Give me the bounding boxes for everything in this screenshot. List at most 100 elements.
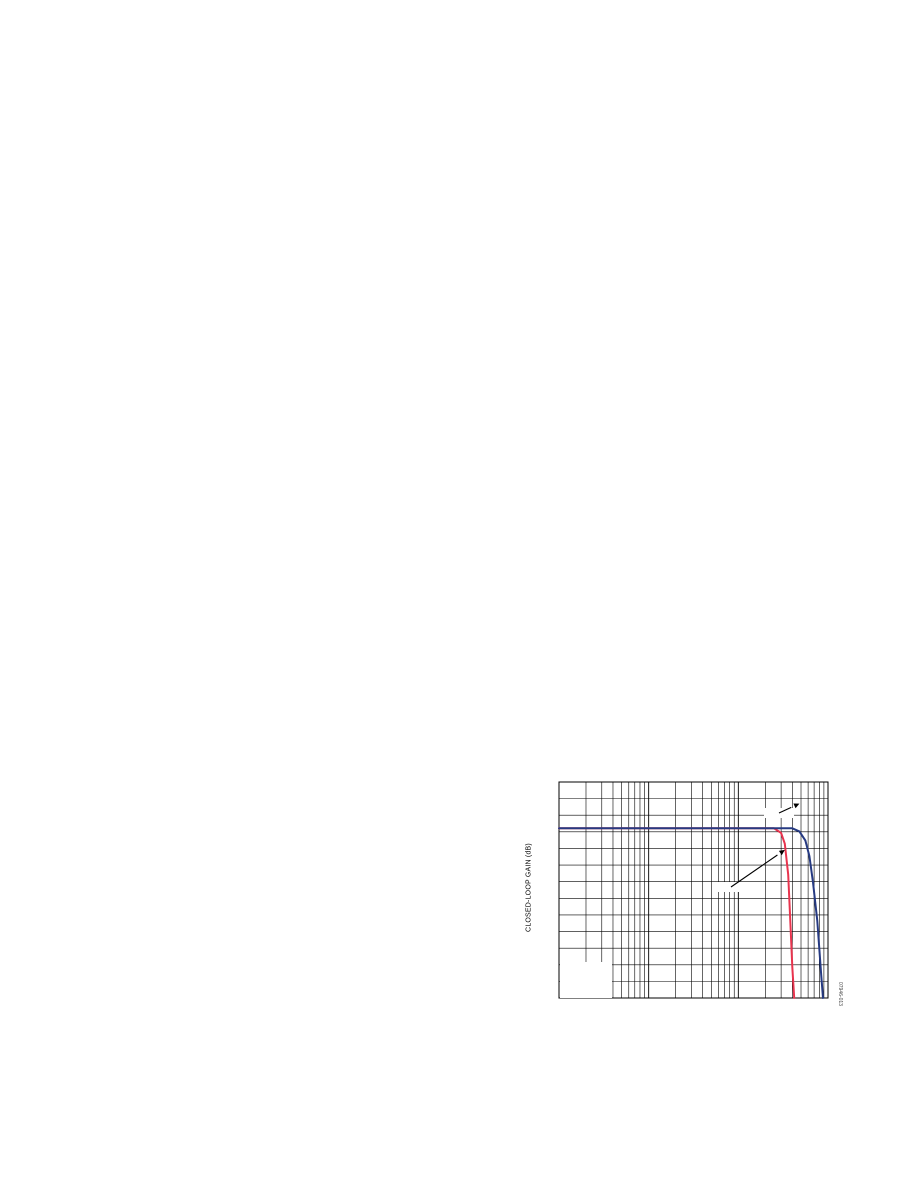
- figure-id-6: 07946-013: [837, 982, 843, 1006]
- series-line-green: [558, 201, 797, 404]
- annotation-box: [246, 333, 276, 343]
- series-line-green: [139, 201, 378, 404]
- annotation-box: [360, 833, 388, 845]
- leader-arrowhead: [310, 261, 317, 267]
- grid: [139, 781, 409, 999]
- y-axis-label-2: NORMALIZED CLOSED-LOOP GAIN (dB): [525, 224, 533, 363]
- leader-arrowhead: [384, 842, 391, 847]
- series-line-red: [558, 201, 774, 404]
- legend-box: [560, 962, 612, 998]
- series-line-lightblue: [139, 201, 380, 404]
- legend-box: [560, 368, 627, 403]
- annotation-box: [770, 246, 802, 258]
- annotation-box: [772, 489, 796, 501]
- annotation-box: [340, 928, 368, 938]
- leader-arrowhead: [798, 547, 805, 553]
- figure-id-4: 07946-012: [837, 688, 843, 712]
- series-line-red: [139, 825, 401, 999]
- leader-line: [686, 291, 741, 336]
- legend-box: [560, 657, 635, 700]
- grid: [558, 781, 829, 999]
- series-line-darkblue: [139, 530, 400, 701]
- leader-arrowhead: [778, 849, 785, 856]
- leader-line: [353, 929, 380, 934]
- leader-arrowhead: [385, 546, 391, 552]
- y-axis-label-6: CLOSED-LOOP GAIN (dB): [525, 843, 533, 932]
- leader-line: [251, 266, 311, 319]
- y-axis-label-1: NORMALIZED CLOSED-LOOP GAIN (dB): [107, 224, 115, 363]
- leader-line: [260, 290, 321, 339]
- annotation-box: [672, 330, 702, 340]
- leader-line: [711, 550, 796, 565]
- annotation-box: [756, 216, 782, 228]
- series-line-darkblue: [558, 201, 817, 404]
- leader-arrowhead: [370, 213, 377, 218]
- annotation-box: [712, 882, 750, 892]
- plot-frame: [558, 781, 829, 999]
- leader-line: [363, 216, 369, 220]
- series-line-red: [558, 827, 796, 999]
- annotation-box: [236, 313, 268, 323]
- series-line-green: [558, 511, 819, 701]
- annotation-box: [378, 568, 398, 580]
- plot-frame: [558, 186, 829, 404]
- figure-id-2: 07946-011: [837, 388, 843, 412]
- leader-line: [373, 838, 383, 844]
- leader-arrowhead: [382, 954, 389, 960]
- grid: [558, 484, 829, 701]
- leader-line: [361, 954, 380, 958]
- leader-arrowhead: [793, 803, 800, 809]
- annotation-box: [348, 950, 376, 960]
- grid: [139, 484, 409, 701]
- y-axis-label-5: CLOSED-LOOP GAIN (dB): [107, 843, 115, 932]
- annotation-box: [352, 213, 376, 225]
- leader-arrowhead: [741, 285, 748, 292]
- leader-line: [684, 266, 731, 312]
- leader-line: [768, 208, 797, 223]
- series-line-darkblue: [139, 201, 398, 404]
- leader-arrowhead: [730, 261, 737, 267]
- grid: [139, 186, 409, 404]
- y-axis-label-3: CLOSED-LOOP GAIN (dB): [107, 547, 115, 636]
- leader-line: [365, 627, 379, 652]
- leader-line: [369, 254, 372, 257]
- figure-id-5: 07946-010: [418, 982, 424, 1006]
- series-line-green: [139, 824, 401, 999]
- annotation-box: [764, 808, 794, 818]
- plot-frame: [139, 186, 409, 404]
- y-axis-label-4: CLOSED-LOOP GAIN (dB): [525, 547, 533, 636]
- legend-box: [141, 950, 216, 998]
- figure-id-3: 07946-009: [418, 688, 424, 712]
- figure-id-1: 07946-008: [418, 388, 424, 412]
- series-line-darkblue: [558, 827, 824, 999]
- legend-box: [141, 370, 216, 403]
- leader-arrowhead: [798, 205, 805, 211]
- plot-frame: [558, 484, 829, 701]
- leader-arrowhead: [377, 620, 383, 627]
- plot-frame: [139, 484, 409, 701]
- annotation-box: [352, 646, 380, 656]
- legend-box: [141, 665, 216, 700]
- plot-frame: [139, 781, 409, 999]
- series-line-darkblue: [558, 496, 816, 701]
- page-header-box: [72, 54, 873, 103]
- leader-arrowhead: [321, 285, 328, 292]
- annotation-box: [680, 558, 744, 570]
- leader-arrowhead: [802, 496, 809, 502]
- series-line-red: [558, 520, 819, 701]
- leader-line: [785, 248, 798, 253]
- grid: [558, 186, 829, 404]
- series-line-darkblue: [139, 824, 401, 999]
- series-line-red: [139, 530, 400, 701]
- leader-arrowhead: [364, 247, 371, 254]
- leader-arrowhead: [382, 926, 389, 932]
- series-line-red: [139, 201, 354, 404]
- leader-line: [730, 854, 778, 888]
- annotation-box: [670, 306, 700, 316]
- leader-arrowhead: [800, 245, 807, 251]
